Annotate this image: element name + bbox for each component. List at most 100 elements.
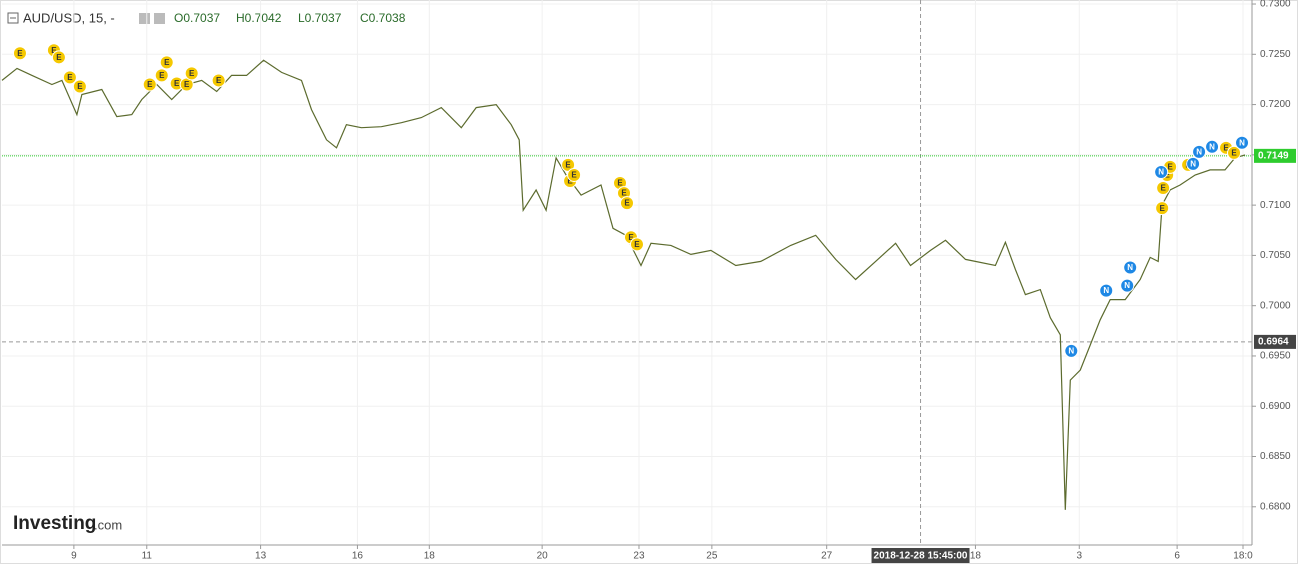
- x-tick-label: 3: [1076, 551, 1082, 562]
- x-tick-label: 23: [633, 551, 645, 562]
- y-tick-label: 0.6850: [1260, 451, 1291, 462]
- event-marker: [51, 50, 66, 65]
- x-tick-label: 20: [537, 551, 549, 562]
- event-label: E: [628, 233, 634, 242]
- event-label: E: [565, 161, 571, 170]
- event-marker: [1123, 260, 1138, 275]
- event-label: N: [1068, 347, 1074, 356]
- event-marker: [1227, 145, 1242, 160]
- event-marker: [184, 66, 199, 81]
- event-marker: [567, 167, 582, 182]
- event-label: E: [51, 46, 57, 55]
- event-marker: [1235, 135, 1250, 150]
- ohlc-value: H0.7042: [236, 11, 282, 25]
- ohlc: O0.7037 H0.7042 L0.7037 C0.7038: [174, 11, 406, 25]
- event-label: E: [621, 189, 627, 198]
- event-label: N: [1196, 147, 1202, 156]
- crosshair-y-label: 0.6964: [1258, 337, 1289, 348]
- y-tick-label: 0.7250: [1260, 49, 1291, 60]
- event-marker: [154, 68, 169, 83]
- event-marker: [620, 196, 634, 211]
- collapse-icon[interactable]: [7, 12, 19, 24]
- event-marker: [62, 70, 77, 85]
- event-label: E: [216, 76, 222, 85]
- x-tick-label: 11: [142, 551, 153, 562]
- event-marker: [1154, 164, 1169, 179]
- event-label: E: [634, 240, 640, 249]
- x-tick-label: 13: [255, 551, 267, 562]
- event-label: E: [571, 171, 577, 180]
- event-label: E: [56, 53, 62, 62]
- crosshair-x-badge: [871, 548, 970, 563]
- event-label: E: [147, 80, 153, 89]
- logo: Investing: [13, 513, 96, 534]
- event-label: E: [1164, 171, 1170, 180]
- event-marker: [629, 237, 644, 252]
- event-marker: [72, 79, 87, 94]
- y-tick-label: 0.7050: [1260, 250, 1291, 261]
- event-label: E: [624, 199, 630, 208]
- event-marker: [1155, 201, 1170, 216]
- event-marker: [159, 55, 174, 70]
- event-label: E: [1231, 148, 1237, 157]
- event-label: N: [1158, 168, 1164, 177]
- settings-icon[interactable]: [139, 13, 150, 24]
- event-label: E: [67, 73, 73, 82]
- ohlc-value: O0.7037: [174, 11, 220, 25]
- event-label: E: [1167, 163, 1173, 172]
- event-label: N: [1124, 281, 1130, 290]
- y-tick-label: 0.7300: [1260, 0, 1291, 10]
- crosshair-x-label: 2018-12-28 15:45:00: [874, 551, 968, 562]
- event-label: E: [184, 80, 190, 89]
- y-tick-label: 0.6900: [1260, 401, 1291, 412]
- event-marker: [1120, 278, 1135, 293]
- event-label: E: [77, 82, 83, 91]
- event-marker: [1205, 139, 1220, 154]
- x-tick-label: 9: [71, 551, 77, 562]
- event-label: N: [1127, 263, 1133, 272]
- x-tick-label: 6: [1174, 551, 1180, 562]
- event-marker: [142, 77, 157, 92]
- y-tick-label: 0.6800: [1260, 501, 1291, 512]
- x-tick-label: 16: [352, 551, 364, 562]
- y-tick-label: 0.7000: [1260, 300, 1291, 311]
- event-label: E: [189, 69, 195, 78]
- x-tick-label: 18: [424, 551, 436, 562]
- event-label: E: [17, 49, 23, 58]
- ohlc-value: C0.7038: [360, 11, 406, 25]
- event-label: N: [1209, 142, 1215, 151]
- y-tick-label: 0.7100: [1260, 200, 1291, 211]
- event-label: E: [174, 79, 180, 88]
- y-tick-label: 0.6950: [1260, 351, 1291, 362]
- event-marker: [12, 46, 27, 61]
- event-label: E: [159, 71, 165, 80]
- event-marker: [211, 73, 226, 88]
- event-marker: [1186, 156, 1201, 171]
- logo-suffix: .com: [94, 517, 122, 532]
- x-tick-label: 27: [821, 551, 833, 562]
- event-label: N: [1103, 286, 1109, 295]
- event-marker: [1156, 181, 1171, 196]
- event-label: E: [617, 179, 623, 188]
- event-label: N: [1190, 160, 1196, 169]
- event-label: E: [1160, 184, 1166, 193]
- event-marker: [1099, 283, 1114, 298]
- event-label: E: [567, 177, 573, 186]
- event-marker: [1064, 343, 1079, 358]
- crosshair-y-badge: [1254, 334, 1296, 349]
- event-marker: [1192, 144, 1207, 159]
- event-label: E: [1223, 143, 1229, 152]
- event-label: E: [1159, 204, 1165, 213]
- x-tick-label: 18:0: [1233, 551, 1253, 562]
- event-label: E: [164, 58, 170, 67]
- close-icon[interactable]: [154, 13, 165, 24]
- price-badge: [1254, 148, 1296, 163]
- price-badge-label: 0.7149: [1258, 150, 1289, 161]
- x-tick-label: 18: [970, 551, 982, 562]
- event-label: N: [1239, 138, 1245, 147]
- x-tick-label: 25: [706, 551, 718, 562]
- symbol: AUD/USD, 15, -: [23, 10, 115, 25]
